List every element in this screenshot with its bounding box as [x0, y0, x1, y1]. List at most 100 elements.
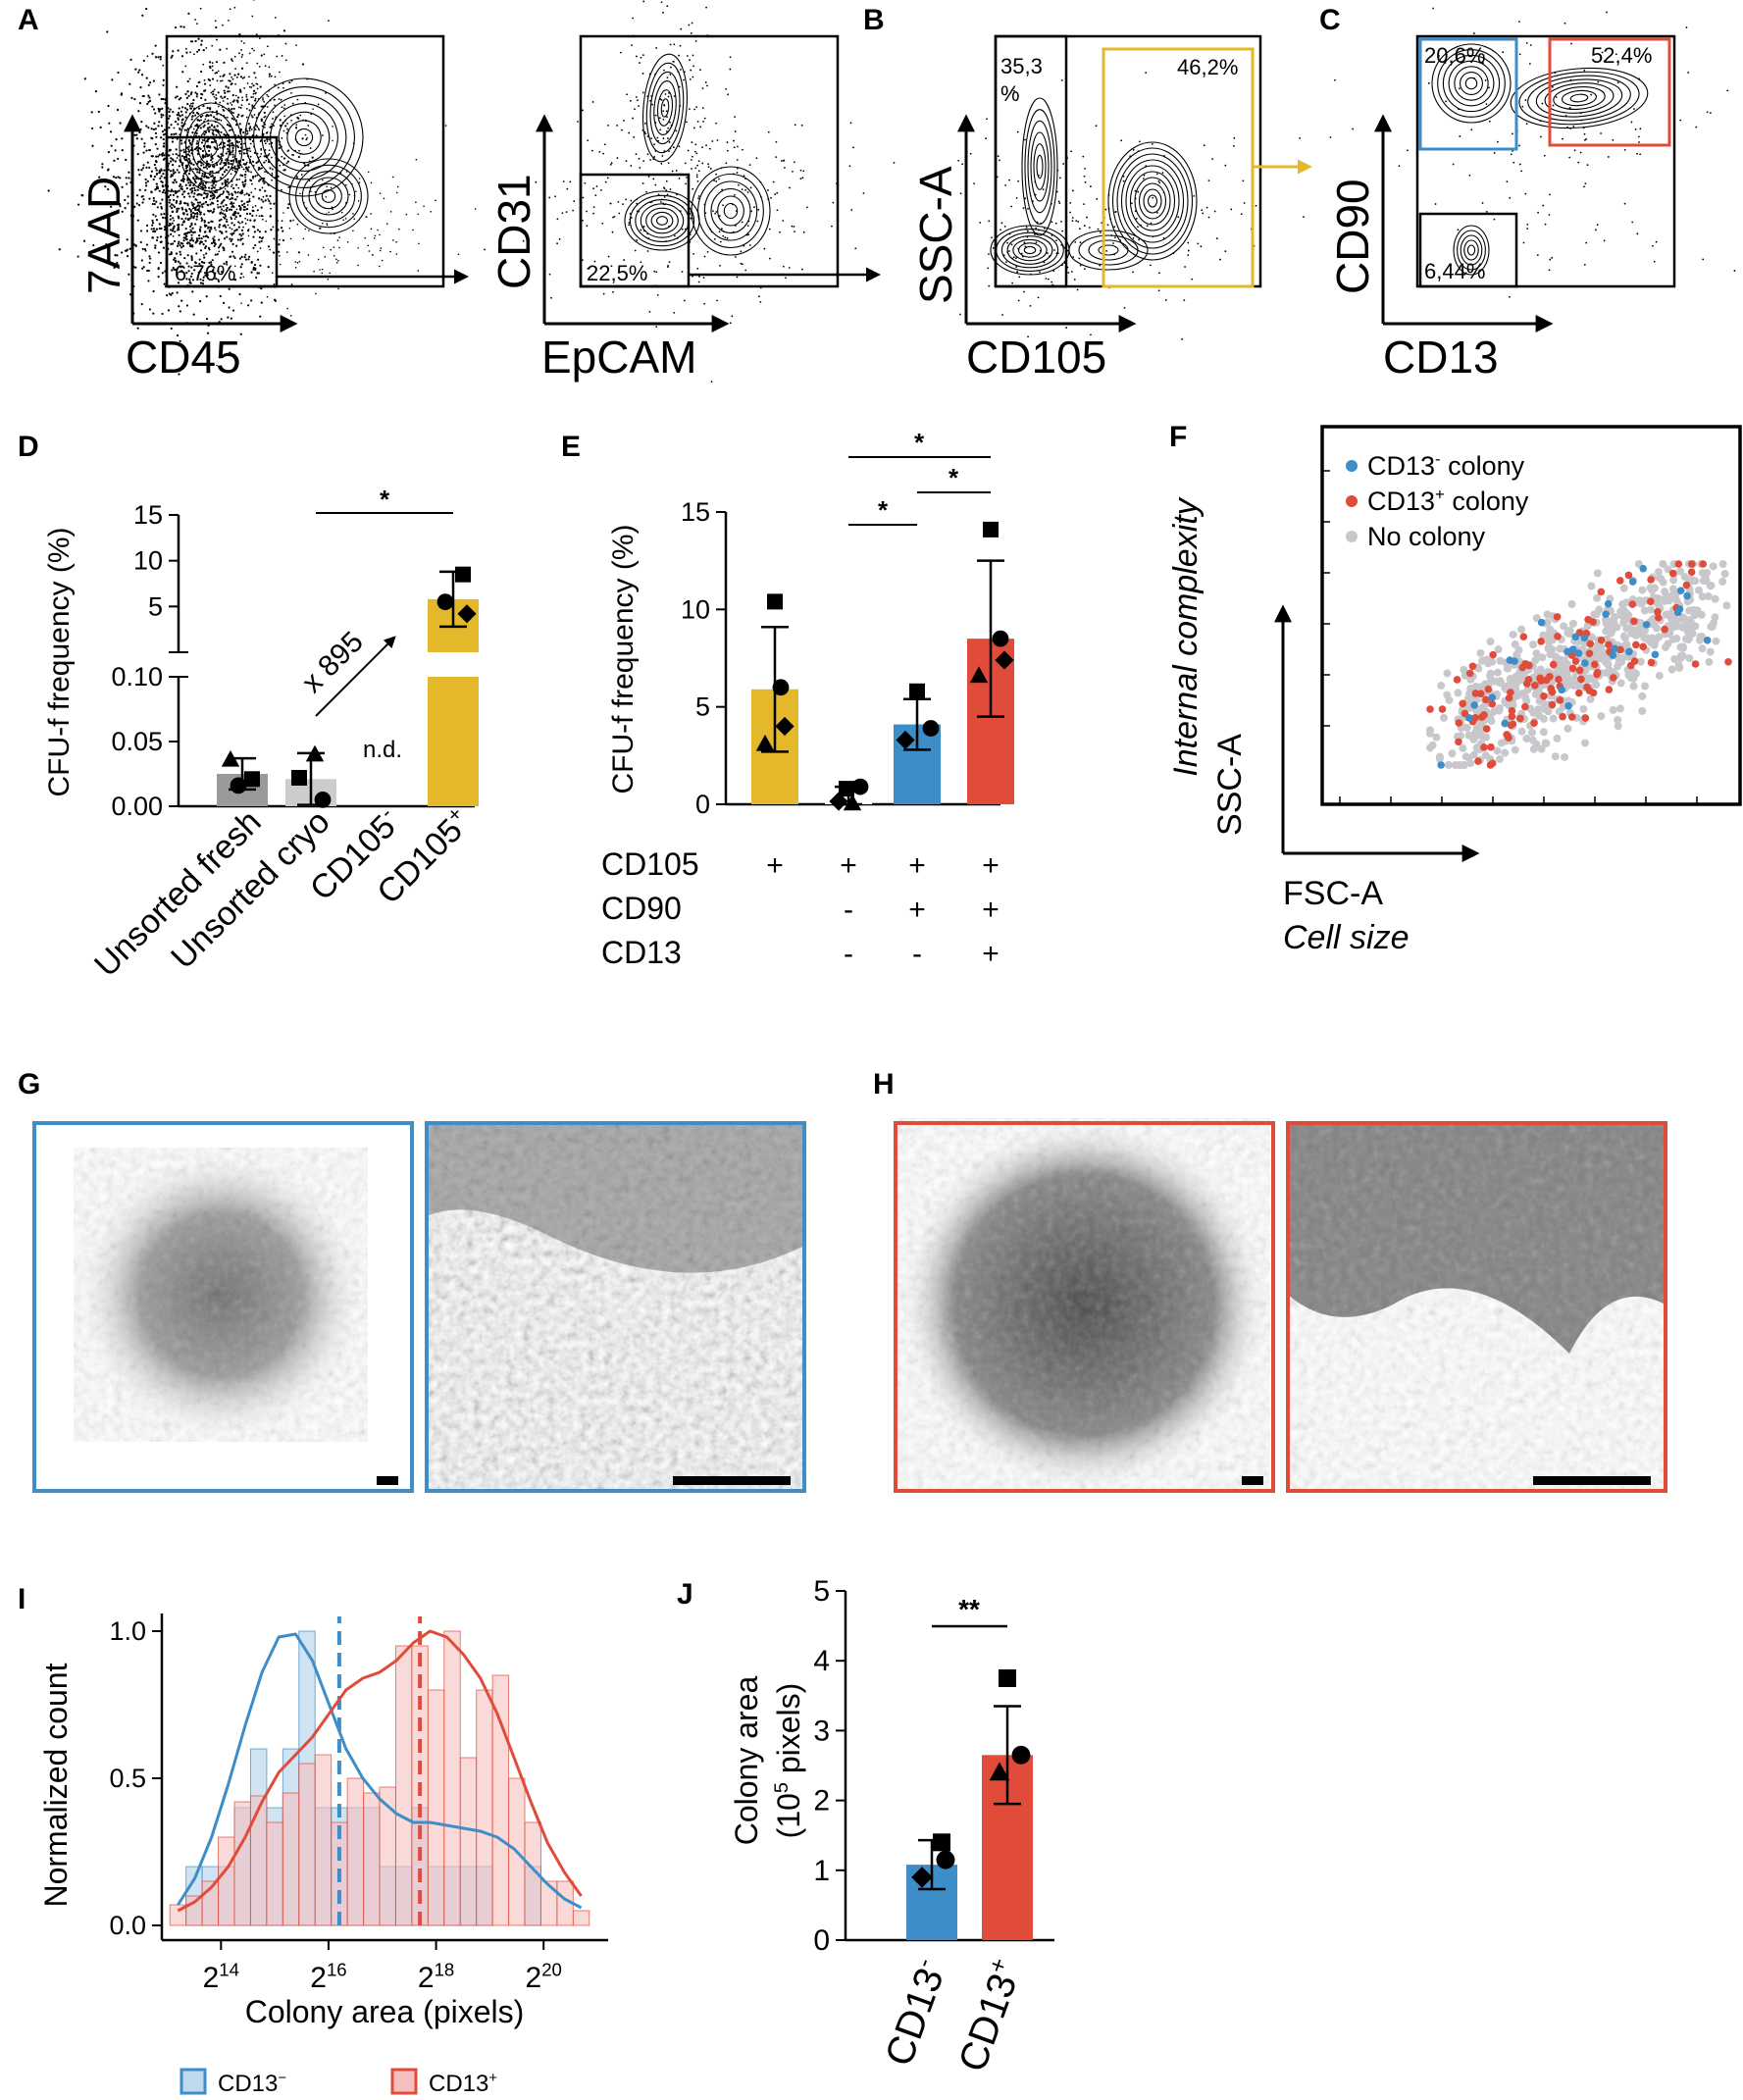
- event-dot: [1485, 103, 1488, 105]
- event-dot: [145, 149, 148, 152]
- event-dot: [142, 164, 145, 167]
- event-dot: [255, 276, 258, 280]
- event-dot: [291, 153, 293, 156]
- event-dot: [181, 162, 184, 165]
- event-dot: [327, 20, 330, 23]
- event-dot: [170, 132, 173, 136]
- event-dot: [1112, 242, 1114, 244]
- event-dot: [254, 77, 257, 79]
- event-dot: [1107, 193, 1110, 196]
- event-dot: [1109, 218, 1112, 221]
- event-dot: [1564, 22, 1566, 25]
- no-colony-point: [1668, 635, 1677, 643]
- event-dot: [248, 198, 251, 200]
- event-dot: [163, 226, 167, 229]
- event-dot: [155, 238, 159, 242]
- event-dot: [759, 286, 762, 289]
- event-dot: [197, 37, 200, 40]
- event-dot: [196, 189, 199, 191]
- event-dot: [222, 127, 225, 128]
- contour-line: [1107, 141, 1198, 261]
- event-dot: [209, 61, 212, 64]
- event-dot: [220, 242, 223, 245]
- event-dot: [1468, 174, 1471, 177]
- event-dot: [232, 202, 235, 204]
- significance-star: *: [948, 463, 959, 492]
- event-dot: [227, 97, 229, 100]
- event-dot: [113, 182, 116, 185]
- event-dot: [987, 267, 990, 270]
- event-dot: [176, 199, 179, 203]
- event-dot: [281, 106, 283, 109]
- x-axis-title-cell-size: Cell size: [1283, 919, 1409, 956]
- event-dot: [1518, 163, 1521, 166]
- no-colony-point: [1608, 616, 1616, 625]
- event-dot: [304, 119, 307, 122]
- event-dot: [152, 196, 155, 200]
- event-dot: [200, 39, 203, 42]
- event-dot: [1067, 272, 1070, 274]
- no-colony-point: [1629, 682, 1638, 691]
- event-dot: [202, 183, 205, 186]
- event-dot: [582, 196, 585, 199]
- event-dot: [262, 97, 264, 99]
- event-dot: [139, 86, 142, 89]
- y-axis-title: Colony area: [729, 1676, 764, 1846]
- no-colony-point: [1528, 736, 1537, 744]
- event-dot: [283, 35, 286, 37]
- event-dot: [228, 20, 230, 22]
- event-dot: [706, 84, 708, 87]
- event-dot: [666, 137, 669, 139]
- event-dot: [295, 176, 298, 178]
- event-dot: [854, 247, 857, 250]
- event-dot: [241, 99, 244, 102]
- event-dot: [171, 174, 174, 178]
- event-dot: [198, 183, 201, 186]
- event-dot: [184, 111, 187, 114]
- event-dot: [1481, 202, 1484, 204]
- event-dot: [227, 116, 229, 119]
- event-dot: [307, 125, 310, 127]
- event-dot: [184, 92, 187, 96]
- event-dot: [210, 242, 214, 245]
- event-dot: [176, 273, 179, 276]
- event-dot: [120, 93, 123, 96]
- event-dot: [190, 256, 193, 260]
- event-dot: [747, 233, 750, 236]
- event-dot: [1079, 241, 1082, 244]
- event-dot: [155, 135, 158, 138]
- cd13neg-colony-point: [1571, 633, 1580, 641]
- event-dot: [691, 141, 693, 143]
- event-dot: [274, 76, 277, 78]
- event-dot: [1544, 223, 1547, 226]
- event-dot: [187, 150, 190, 153]
- event-dot: [643, 122, 646, 125]
- event-dot: [1162, 237, 1165, 239]
- event-dot: [154, 142, 157, 146]
- event-dot: [263, 35, 265, 38]
- event-dot: [1636, 152, 1638, 155]
- event-dot: [154, 160, 158, 163]
- event-dot: [1638, 141, 1640, 143]
- event-dot: [135, 133, 138, 136]
- event-dot: [1518, 21, 1520, 23]
- event-dot: [244, 137, 247, 140]
- event-dot: [297, 251, 300, 254]
- event-dot: [196, 152, 200, 156]
- event-dot: [208, 173, 211, 176]
- contour-line: [1510, 67, 1649, 129]
- event-dot: [1242, 179, 1245, 182]
- event-dot: [244, 171, 247, 173]
- event-dot: [744, 188, 747, 191]
- event-dot: [767, 130, 770, 133]
- panel-label-b: B: [863, 4, 885, 36]
- contour-line: [1116, 153, 1189, 249]
- event-dot: [192, 168, 194, 171]
- colony-image-overview-cd13neg: [32, 1121, 414, 1493]
- event-dot: [1464, 272, 1467, 275]
- event-dot: [206, 138, 209, 141]
- event-dot: [737, 145, 739, 148]
- event-dot: [193, 215, 196, 218]
- event-dot: [635, 96, 638, 98]
- event-dot: [662, 137, 665, 139]
